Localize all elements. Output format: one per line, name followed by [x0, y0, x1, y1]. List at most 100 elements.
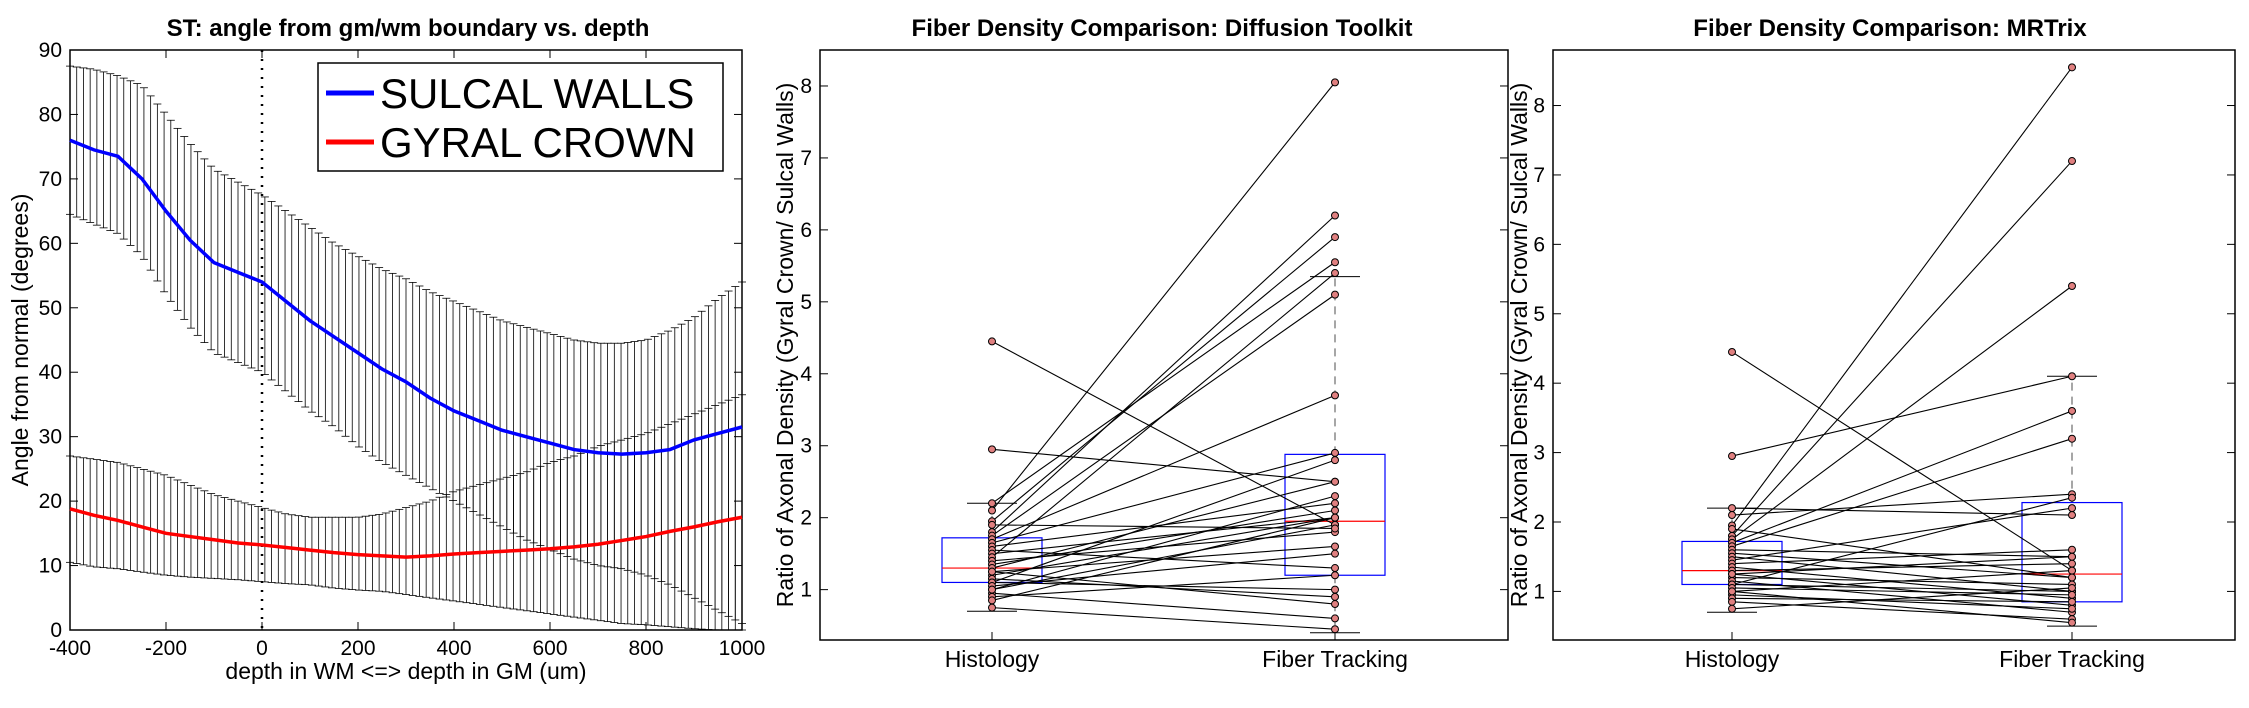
pair-line	[1731, 556, 2073, 592]
pair-line	[991, 592, 1336, 619]
pair-line	[991, 574, 1336, 598]
pair-line	[1731, 375, 2073, 457]
point-fiber-tracking	[1331, 549, 1339, 558]
pair-line	[1731, 580, 2073, 613]
point-fiber-tracking	[2068, 406, 2076, 415]
depth-angle-chart: ST: angle from gm/wm boundary vs. depth …	[7, 15, 765, 684]
point-fiber-tracking	[1331, 78, 1339, 87]
chart1-ylabel: Angle from normal (degrees)	[7, 194, 33, 487]
y-tick-label: 7	[1533, 164, 1545, 187]
series-line-0	[69, 138, 743, 456]
pair-line	[1731, 583, 2073, 592]
point-histology	[1728, 587, 1736, 596]
y-tick-label: 1	[800, 579, 812, 602]
chart1-xlabel: depth in WM <=> depth in GM (um)	[225, 658, 586, 684]
point-histology	[1728, 504, 1736, 513]
point-fiber-tracking	[2068, 604, 2076, 613]
point-histology	[1728, 452, 1736, 461]
y-tick-label: 50	[39, 297, 62, 320]
point-histology	[1728, 570, 1736, 579]
y-tick-label: 6	[800, 219, 812, 242]
category-label: Fiber Tracking	[1999, 646, 2145, 672]
y-tick-label: 3	[800, 435, 812, 458]
point-fiber-tracking	[1331, 542, 1339, 551]
point-fiber-tracking	[2068, 157, 2076, 166]
y-tick-label: 20	[39, 490, 62, 513]
legend-label-gyral: GYRAL CROWN	[380, 119, 696, 166]
mrtrix-chart: Fiber Density Comparison: MRTrix 1 2 3 4 5 6 7…	[1506, 15, 2236, 672]
point-histology	[988, 520, 996, 529]
y-tick-label: 40	[39, 361, 62, 384]
y-tick-label: 8	[800, 75, 812, 98]
category-label: Histology	[945, 646, 1040, 672]
point-fiber-tracking	[1331, 211, 1339, 220]
pair-line	[1731, 549, 2073, 565]
point-fiber-tracking	[2068, 566, 2076, 575]
y-tick-label: 5	[800, 291, 812, 314]
paired-lines	[988, 78, 1339, 634]
point-fiber-tracking	[2068, 583, 2076, 592]
pair-line	[1731, 285, 2073, 540]
y-tick-label: 30	[39, 426, 62, 449]
point-fiber-tracking	[1331, 592, 1339, 601]
chart3-title: Fiber Density Comparison: MRTrix	[1693, 15, 2087, 42]
point-fiber-tracking	[1331, 269, 1339, 278]
pair-line	[1731, 587, 2073, 596]
pair-line	[991, 607, 1336, 630]
chart3-plot-area	[1552, 49, 2236, 641]
x-tick-label: 800	[628, 637, 663, 660]
chart2-title: Fiber Density Comparison: Diffusion Tool…	[912, 15, 1413, 42]
pair-line	[1731, 410, 2073, 544]
point-histology	[1728, 347, 1736, 356]
pair-line	[991, 524, 1336, 530]
y-tick-label: 1	[1533, 580, 1545, 603]
point-fiber-tracking	[2068, 590, 2076, 599]
point-histology	[1728, 604, 1736, 613]
y-tick-label: 3	[1533, 442, 1545, 465]
pair-line	[1731, 556, 2073, 575]
pair-line	[991, 524, 1336, 591]
legend-box	[317, 62, 724, 172]
point-fiber-tracking	[2068, 545, 2076, 554]
point-fiber-tracking	[2068, 63, 2076, 72]
pair-line	[991, 448, 1336, 483]
pair-line	[1731, 507, 2073, 516]
point-fiber-tracking	[1331, 456, 1339, 465]
pair-line	[991, 261, 1336, 504]
pair-line	[991, 82, 1336, 511]
x-tick-label: 600	[532, 637, 567, 660]
point-fiber-tracking	[1331, 233, 1339, 242]
y-tick-label: 2	[800, 507, 812, 530]
point-fiber-tracking	[1331, 614, 1339, 623]
point-fiber-tracking	[1331, 391, 1339, 400]
y-tick-label: 90	[39, 39, 62, 62]
point-histology	[1728, 524, 1736, 533]
pair-line	[991, 495, 1336, 591]
point-fiber-tracking	[1331, 492, 1339, 501]
point-histology	[988, 567, 996, 576]
x-tick-label: -400	[49, 637, 91, 660]
pair-line	[991, 340, 1336, 526]
x-tick-label: 400	[436, 637, 471, 660]
point-fiber-tracking	[2068, 597, 2076, 606]
chart1-title: ST: angle from gm/wm boundary vs. depth	[167, 15, 650, 42]
pair-line	[991, 517, 1336, 555]
pair-line	[1731, 563, 2073, 572]
point-histology	[988, 337, 996, 346]
y-tick-label: 2	[1533, 511, 1545, 534]
pair-line	[991, 272, 1336, 558]
point-fiber-tracking	[1331, 571, 1339, 580]
point-fiber-tracking	[1331, 448, 1339, 457]
pair-line	[991, 517, 1336, 576]
point-fiber-tracking	[2068, 282, 2076, 290]
diffusion-toolkit-chart: Fiber Density Comparison: Diffusion Tool…	[772, 15, 1509, 672]
pair-line	[1731, 573, 2073, 606]
pair-line	[991, 452, 1336, 544]
y-tick-label: 80	[39, 103, 62, 126]
point-fiber-tracking	[1331, 625, 1339, 634]
point-fiber-tracking	[1331, 290, 1339, 299]
chart1-legend: SULCAL WALLS GYRAL CROWN	[317, 62, 724, 172]
point-fiber-tracking	[2068, 493, 2076, 502]
point-histology	[988, 603, 996, 612]
